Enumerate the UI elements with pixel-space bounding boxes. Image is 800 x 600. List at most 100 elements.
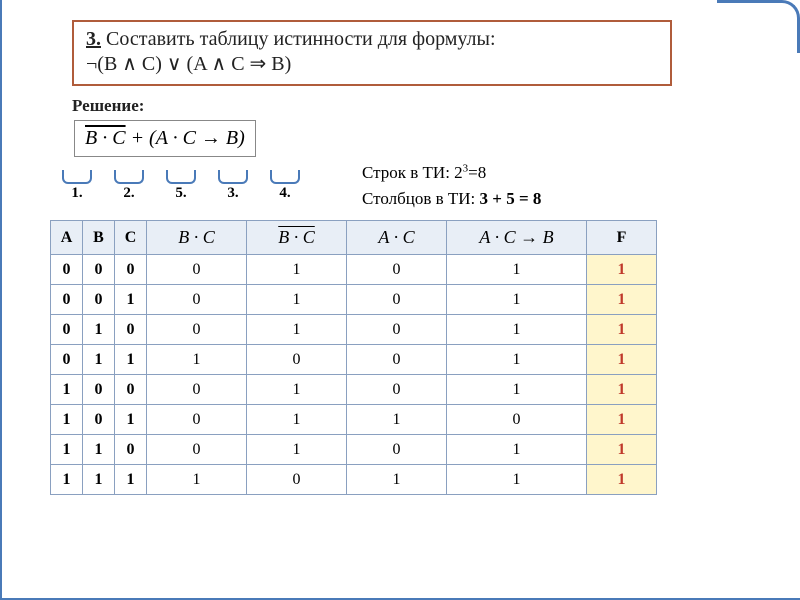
header-ac-imp-b: A · C → B xyxy=(447,221,587,255)
cell-e4: 1 xyxy=(447,285,587,315)
step-3: 3. xyxy=(218,170,248,202)
formula-overline: B · C xyxy=(85,127,126,150)
cell-f: 1 xyxy=(587,405,657,435)
cell-e4: 0 xyxy=(447,405,587,435)
cell-c: 1 xyxy=(115,465,147,495)
bracket-icon xyxy=(218,170,248,184)
header-c: C xyxy=(115,221,147,255)
task-formula: ¬(B ∧ C) ∨ (A ∧ C ⇒ B) xyxy=(86,51,658,76)
cell-b: 0 xyxy=(83,405,115,435)
table-header-row: A B C B · C B · C A · C A · C → B F xyxy=(51,221,657,255)
cell-c: 0 xyxy=(115,315,147,345)
cell-e1: 0 xyxy=(147,435,247,465)
bracket-icon xyxy=(114,170,144,184)
solution-label: Решение: xyxy=(72,96,144,116)
cell-e3: 0 xyxy=(347,255,447,285)
cell-b: 1 xyxy=(83,345,115,375)
cell-e2: 1 xyxy=(247,405,347,435)
rows-eq: =8 xyxy=(468,163,486,182)
cell-e1: 0 xyxy=(147,255,247,285)
rows-info: Строк в ТИ: 23=8 xyxy=(362,160,541,186)
formula-box: B · C + (A · C → B) xyxy=(74,120,256,157)
table-body: 0000101100101011010010110111001110001011… xyxy=(51,255,657,495)
cols-info: Столбцов в ТИ: 3 + 5 = 8 xyxy=(362,186,541,212)
cell-f: 1 xyxy=(587,255,657,285)
cols-calc: 3 + 5 = 8 xyxy=(480,189,542,208)
cell-c: 0 xyxy=(115,435,147,465)
header-not-bc-bar: B · C xyxy=(278,227,315,248)
bracket-icon xyxy=(62,170,92,184)
table-row: 00001011 xyxy=(51,255,657,285)
cell-e1: 1 xyxy=(147,345,247,375)
cell-e3: 1 xyxy=(347,405,447,435)
bracket-icon xyxy=(270,170,300,184)
step-order: 1. 2. 5. 3. 4. xyxy=(62,170,300,202)
header-b: B xyxy=(83,221,115,255)
header-ac: A · C xyxy=(347,221,447,255)
cell-a: 1 xyxy=(51,405,83,435)
cell-e1: 0 xyxy=(147,405,247,435)
cell-b: 0 xyxy=(83,255,115,285)
bracket-icon xyxy=(166,170,196,184)
cell-f: 1 xyxy=(587,285,657,315)
rows-label: Строк в ТИ: xyxy=(362,163,454,182)
cell-a: 0 xyxy=(51,285,83,315)
cell-e4: 1 xyxy=(447,345,587,375)
cell-e2: 1 xyxy=(247,255,347,285)
task-number: 3. xyxy=(86,28,101,50)
cell-c: 0 xyxy=(115,255,147,285)
cell-b: 1 xyxy=(83,465,115,495)
table-row: 01001011 xyxy=(51,315,657,345)
formula-rest: + (A · C → B) xyxy=(126,127,245,149)
cell-c: 1 xyxy=(115,345,147,375)
cell-e3: 0 xyxy=(347,285,447,315)
header-bc: B · C xyxy=(147,221,247,255)
step-label: 2. xyxy=(123,185,134,201)
cell-e4: 1 xyxy=(447,315,587,345)
cell-b: 1 xyxy=(83,435,115,465)
cell-a: 1 xyxy=(51,465,83,495)
table-row: 11110111 xyxy=(51,465,657,495)
cell-e3: 1 xyxy=(347,465,447,495)
cell-e3: 0 xyxy=(347,435,447,465)
truth-table: A B C B · C B · C A · C A · C → B F 0000… xyxy=(50,220,657,495)
cell-f: 1 xyxy=(587,435,657,465)
table-row: 01110011 xyxy=(51,345,657,375)
cell-b: 1 xyxy=(83,315,115,345)
step-label: 5. xyxy=(175,185,186,201)
step-1: 1. xyxy=(62,170,92,202)
header-f: F xyxy=(587,221,657,255)
cell-a: 0 xyxy=(51,345,83,375)
step-label: 4. xyxy=(279,185,290,201)
cell-e2: 1 xyxy=(247,285,347,315)
cell-e2: 0 xyxy=(247,465,347,495)
cell-e4: 1 xyxy=(447,255,587,285)
cell-c: 1 xyxy=(115,405,147,435)
cell-e4: 1 xyxy=(447,375,587,405)
cell-b: 0 xyxy=(83,285,115,315)
table-row: 10101101 xyxy=(51,405,657,435)
cols-label: Столбцов в ТИ: xyxy=(362,189,480,208)
cell-f: 1 xyxy=(587,345,657,375)
info-block: Строк в ТИ: 23=8 Столбцов в ТИ: 3 + 5 = … xyxy=(362,160,541,211)
cell-e2: 1 xyxy=(247,375,347,405)
cell-c: 1 xyxy=(115,285,147,315)
cell-e1: 0 xyxy=(147,315,247,345)
cell-e2: 1 xyxy=(247,435,347,465)
cell-f: 1 xyxy=(587,465,657,495)
table-row: 10001011 xyxy=(51,375,657,405)
rows-base: 2 xyxy=(454,163,463,182)
cell-a: 0 xyxy=(51,315,83,345)
step-label: 1. xyxy=(71,185,82,201)
cell-a: 1 xyxy=(51,375,83,405)
header-not-bc: B · C xyxy=(247,221,347,255)
header-a: A xyxy=(51,221,83,255)
cell-c: 0 xyxy=(115,375,147,405)
table-row: 00101011 xyxy=(51,285,657,315)
cell-a: 1 xyxy=(51,435,83,465)
task-text-1: Составить таблицу истинности для формулы… xyxy=(101,28,496,50)
task-line1: 3. Составить таблицу истинности для форм… xyxy=(86,28,658,51)
cell-e3: 0 xyxy=(347,345,447,375)
cell-e1: 0 xyxy=(147,285,247,315)
cell-f: 1 xyxy=(587,375,657,405)
